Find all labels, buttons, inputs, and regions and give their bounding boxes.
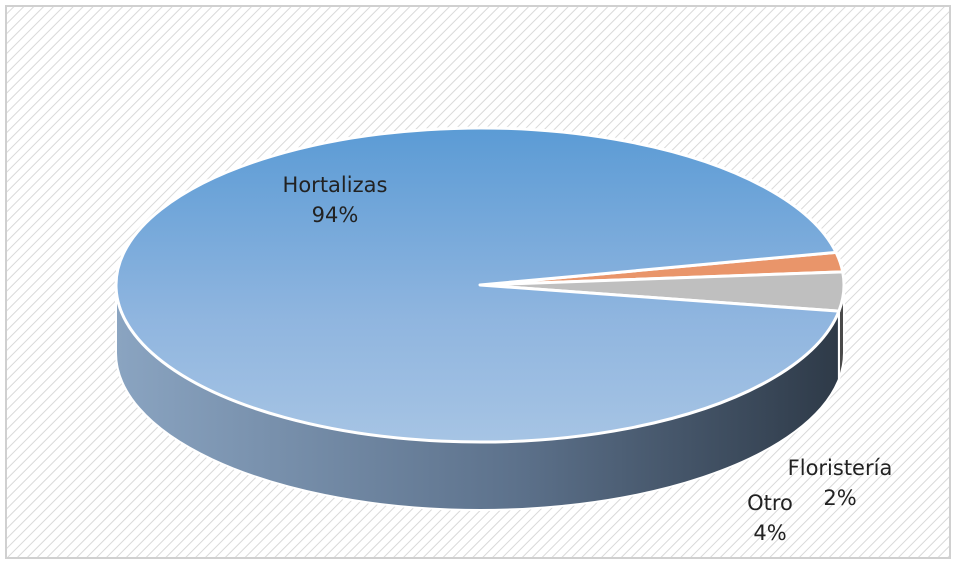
value-label-otro: 4%	[753, 521, 786, 545]
pie-layer	[114, 126, 846, 511]
label-layer: Hortalizas 94% Floristería 2% Otro 4%	[283, 173, 893, 545]
label-otro: Otro	[747, 491, 793, 515]
value-label-floristería: 2%	[823, 486, 856, 510]
label-floristería: Floristería	[788, 456, 893, 480]
slice-hortalizas	[114, 126, 841, 444]
label-hortalizas: Hortalizas	[283, 173, 388, 197]
value-label-hortalizas: 94%	[312, 203, 359, 227]
